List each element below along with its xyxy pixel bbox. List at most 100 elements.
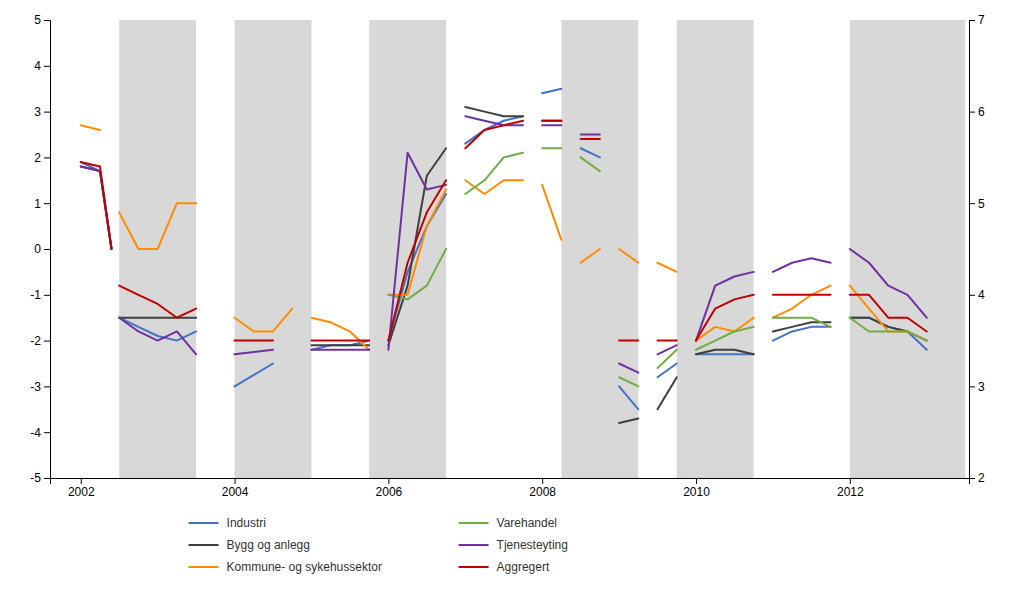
legend-swatch bbox=[189, 522, 219, 524]
legend-swatch bbox=[459, 566, 489, 568]
tick-label: 2004 bbox=[222, 485, 249, 499]
series-line bbox=[81, 89, 927, 410]
y2-axis-line bbox=[970, 21, 976, 479]
series-line bbox=[81, 125, 927, 349]
tick: 5 bbox=[969, 197, 985, 211]
tick-label: 2 bbox=[34, 151, 41, 165]
legend-label: Varehandel bbox=[497, 516, 558, 530]
tick-mark bbox=[850, 478, 851, 484]
tick-mark bbox=[969, 203, 975, 204]
legend-label: Kommune- og sykehussektor bbox=[227, 560, 382, 574]
tick-mark bbox=[44, 112, 50, 113]
tick: 2004 bbox=[222, 478, 249, 499]
tick: 3 bbox=[34, 105, 50, 119]
tick-mark bbox=[969, 478, 975, 479]
tick: 2008 bbox=[529, 478, 556, 499]
tick-label: 2012 bbox=[837, 485, 864, 499]
tick: 4 bbox=[34, 59, 50, 73]
tick-mark bbox=[44, 157, 50, 158]
plot-area bbox=[81, 20, 965, 478]
tick: 7 bbox=[969, 13, 985, 27]
tick-label: -2 bbox=[30, 334, 41, 348]
tick: 2 bbox=[969, 471, 985, 485]
tick: 4 bbox=[969, 288, 985, 302]
tick: -2 bbox=[30, 334, 50, 348]
tick-mark bbox=[44, 249, 50, 250]
shaded-band bbox=[369, 20, 446, 478]
tick-label: 2010 bbox=[683, 485, 710, 499]
series-line bbox=[81, 107, 927, 423]
tick-mark bbox=[235, 478, 236, 484]
tick-label: 4 bbox=[978, 288, 985, 302]
tick-mark bbox=[44, 386, 50, 387]
tick-label: 4 bbox=[34, 59, 41, 73]
legend-swatch bbox=[459, 522, 489, 524]
tick-mark bbox=[44, 20, 50, 21]
legend-item: Industri bbox=[189, 516, 266, 530]
tick-label: 2 bbox=[978, 471, 985, 485]
legend-item: Kommune- og sykehussektor bbox=[189, 560, 382, 574]
tick-label: -3 bbox=[30, 380, 41, 394]
tick-label: 3 bbox=[34, 105, 41, 119]
tick: 5 bbox=[34, 13, 50, 27]
legend-label: Industri bbox=[227, 516, 266, 530]
tick-label: 6 bbox=[978, 105, 985, 119]
tick: 1 bbox=[34, 197, 50, 211]
tick-label: 2002 bbox=[68, 485, 95, 499]
tick-label: 2008 bbox=[529, 485, 556, 499]
tick: 2012 bbox=[837, 478, 864, 499]
legend-item: Varehandel bbox=[459, 516, 558, 530]
tick-mark bbox=[44, 66, 50, 67]
shaded-band bbox=[850, 20, 965, 478]
legend-label: Bygg og anlegg bbox=[227, 538, 310, 552]
tick-mark bbox=[44, 478, 50, 479]
tick: -1 bbox=[30, 288, 50, 302]
tick-label: -4 bbox=[30, 426, 41, 440]
tick: -5 bbox=[30, 471, 50, 485]
tick-label: 7 bbox=[978, 13, 985, 27]
shaded-band bbox=[235, 20, 312, 478]
tick-label: -5 bbox=[30, 471, 41, 485]
tick: 0 bbox=[34, 242, 50, 256]
legend-label: Tjenesteyting bbox=[497, 538, 568, 552]
legend-swatch bbox=[459, 544, 489, 546]
tick-mark bbox=[969, 386, 975, 387]
tick: 2010 bbox=[683, 478, 710, 499]
tick-mark bbox=[44, 341, 50, 342]
tick-mark bbox=[44, 295, 50, 296]
tick: 2002 bbox=[68, 478, 95, 499]
tick: 3 bbox=[969, 380, 985, 394]
y2-axis: 2 3 4 5 6 7 bbox=[969, 13, 985, 485]
tick-label: 5 bbox=[978, 197, 985, 211]
series-line bbox=[81, 121, 927, 341]
tick: 2006 bbox=[376, 478, 403, 499]
legend-item: Bygg og anlegg bbox=[189, 538, 310, 552]
tick-mark bbox=[44, 432, 50, 433]
tick: -3 bbox=[30, 380, 50, 394]
chart: 2002 2004 2006 2008 2010 2012 -5 -4 -3 -2 -1 0 1 2 3 4 5… bbox=[0, 0, 1019, 598]
tick-label: 3 bbox=[978, 380, 985, 394]
tick-mark bbox=[44, 203, 50, 204]
legend: Industri Bygg og anlegg Kommune- og sykehu… bbox=[189, 516, 568, 574]
tick-mark bbox=[542, 478, 543, 484]
legend-item: Tjenesteyting bbox=[459, 538, 568, 552]
legend-item: Aggregert bbox=[459, 560, 550, 574]
tick-label: 1 bbox=[34, 197, 41, 211]
series-line bbox=[81, 116, 927, 372]
tick-mark bbox=[696, 478, 697, 484]
tick-mark bbox=[969, 20, 975, 21]
series-line bbox=[369, 148, 927, 386]
tick-label: 5 bbox=[34, 13, 41, 27]
tick-mark bbox=[969, 295, 975, 296]
tick-mark bbox=[969, 112, 975, 113]
shaded-band bbox=[677, 20, 754, 478]
tick: 2 bbox=[34, 151, 50, 165]
tick: 6 bbox=[969, 105, 985, 119]
tick-mark bbox=[81, 478, 82, 484]
tick: -4 bbox=[30, 426, 50, 440]
tick-mark bbox=[388, 478, 389, 484]
x-axis-line bbox=[51, 479, 970, 485]
tick-label: -1 bbox=[30, 288, 41, 302]
tick-label: 0 bbox=[34, 242, 41, 256]
legend-label: Aggregert bbox=[497, 560, 550, 574]
